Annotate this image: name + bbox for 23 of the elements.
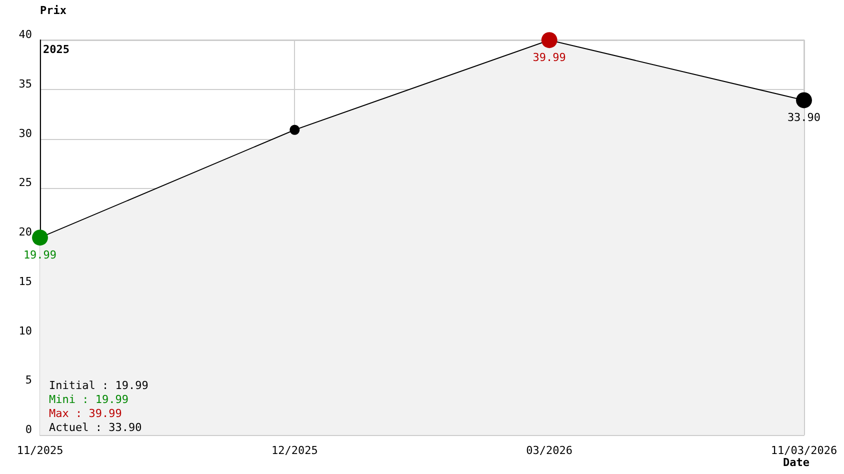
x-tick-label: 11/2025 bbox=[16, 444, 64, 457]
x-tick-label: 03/2026 bbox=[526, 444, 573, 457]
x-axis-title: Date bbox=[783, 456, 810, 469]
y-tick-label: 20 bbox=[18, 226, 32, 238]
x-tick-label: 12/2025 bbox=[271, 444, 318, 457]
y-tick-label: 15 bbox=[18, 274, 32, 288]
data-label: 33.90 bbox=[787, 111, 821, 124]
annotation: Max : 39.99 bbox=[49, 407, 122, 420]
data-label: 39.99 bbox=[532, 51, 566, 64]
data-label: 19.99 bbox=[23, 248, 57, 262]
annotation: Actuel : 33.90 bbox=[49, 421, 142, 434]
annotation: 2025 bbox=[43, 43, 70, 56]
annotation: Mini : 19.99 bbox=[49, 393, 128, 406]
x-tick-label: 11/03/2026 bbox=[770, 444, 838, 457]
y-tick-label: 10 bbox=[18, 324, 32, 338]
y-tick-label: 25 bbox=[18, 176, 32, 190]
y-tick-label: 30 bbox=[18, 126, 32, 140]
y-axis-title: Prix bbox=[40, 4, 67, 17]
y-tick-label: 0 bbox=[25, 423, 32, 436]
y-tick-label: 40 bbox=[18, 28, 32, 41]
y-tick-label: 35 bbox=[18, 77, 32, 90]
y-tick-label: 5 bbox=[25, 374, 32, 387]
annotation: Initial : 19.99 bbox=[49, 379, 148, 392]
